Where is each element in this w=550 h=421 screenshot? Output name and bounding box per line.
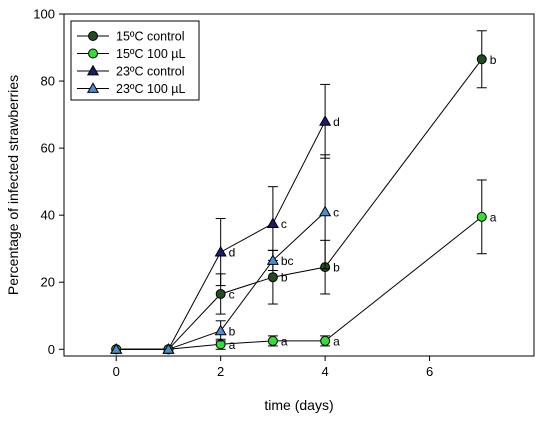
plot-frame — [63, 13, 535, 357]
significance-label: b — [229, 324, 236, 338]
data-point — [266, 254, 279, 265]
series-2: a a a a — [111, 179, 497, 355]
series-3: d c d — [110, 83, 340, 354]
y-tick-label: 60 — [41, 141, 55, 156]
significance-label: a — [490, 210, 497, 224]
y-tick-label: 40 — [41, 208, 55, 223]
significance-label: bc — [281, 254, 294, 268]
data-point — [162, 343, 175, 354]
legend-item-2: 15ºC 100 µL — [77, 47, 186, 61]
x-tick-label: 4 — [321, 364, 328, 379]
y-tick-label: 80 — [41, 74, 55, 89]
significance-label: d — [229, 246, 236, 260]
legend-marker — [86, 64, 100, 76]
data-point — [320, 335, 331, 346]
data-point — [214, 245, 227, 257]
data-point — [319, 115, 332, 126]
data-point — [214, 324, 227, 336]
legend-marker — [88, 48, 98, 59]
y-tick-label: 0 — [48, 342, 55, 357]
x-tick-label: 2 — [217, 364, 224, 379]
data-point — [215, 288, 226, 299]
x-axis-label: time (days) — [264, 397, 333, 413]
significance-label: c — [281, 217, 287, 231]
y-tick-label: 100 — [33, 7, 55, 22]
data-point — [267, 335, 278, 346]
legend: 15ºC control 15ºC 100 µL 23ºC control 23ºC … — [70, 20, 200, 101]
legend-label: 15ºC control — [116, 30, 185, 44]
significance-label: b — [490, 53, 497, 67]
data-point — [266, 217, 279, 228]
x-tick-label: 0 — [113, 364, 120, 379]
x-tick-label: 6 — [426, 364, 433, 379]
data-point — [319, 205, 332, 217]
legend-label: 23ºC control — [116, 65, 185, 79]
significance-label: a — [229, 338, 236, 352]
data-point — [476, 54, 487, 65]
legend-label: 23ºC 100 µL — [116, 82, 186, 96]
data-point — [267, 272, 278, 283]
legend-item-3: 23ºC control — [77, 65, 185, 79]
legend-label: 15ºC 100 µL — [116, 47, 186, 61]
legend-marker — [86, 82, 100, 93]
legend-item-4: 23ºC 100 µL — [77, 82, 186, 96]
legend-item-1: 15ºC control — [77, 30, 185, 44]
y-tick-label: 20 — [41, 275, 55, 290]
significance-label: c — [333, 205, 339, 219]
data-point — [476, 211, 487, 222]
significance-label: d — [333, 115, 340, 129]
legend-marker — [88, 31, 98, 41]
significance-label: c — [229, 287, 235, 301]
y-axis-label: Percentage of infected strawberries — [5, 75, 21, 295]
significance-label: a — [333, 334, 340, 348]
significance-label: b — [281, 271, 288, 285]
significance-label: b — [333, 261, 340, 275]
series-line — [116, 58, 483, 350]
data-point — [110, 343, 123, 354]
significance-label: a — [281, 334, 288, 348]
